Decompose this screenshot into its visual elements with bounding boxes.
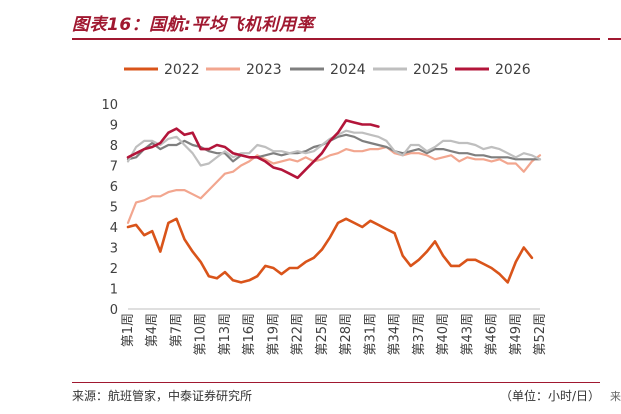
y-tick-label: 1 bbox=[110, 283, 118, 298]
x-tick-label: 第40周 bbox=[436, 313, 451, 356]
title-divider bbox=[72, 38, 600, 40]
x-tick-label: 第10周 bbox=[194, 313, 209, 356]
x-tick-label: 第13周 bbox=[218, 313, 233, 356]
legend-label-2022: 2022 bbox=[164, 62, 200, 78]
x-tick-label: 第49周 bbox=[509, 313, 524, 356]
x-tick-label: 第46周 bbox=[485, 313, 500, 356]
adjacent-divider bbox=[608, 38, 621, 40]
y-tick-label: 10 bbox=[101, 98, 118, 113]
legend-label-2026: 2026 bbox=[495, 62, 531, 78]
y-tick-label: 9 bbox=[110, 119, 118, 134]
adjacent-text: 来 bbox=[610, 390, 621, 403]
x-tick-label: 第37周 bbox=[412, 313, 427, 356]
x-tick-label: 第4周 bbox=[145, 313, 160, 347]
x-tick-label: 第34周 bbox=[388, 313, 403, 356]
y-tick-label: 2 bbox=[110, 262, 118, 277]
chart-footer: 来源：航班管家，中泰证券研究所 （单位：小时/日） bbox=[72, 384, 600, 406]
x-tick-label: 第25周 bbox=[315, 313, 330, 356]
chart-header: 图表16：国航:平均飞机利用率 bbox=[0, 0, 600, 40]
plot-area bbox=[126, 119, 542, 284]
footer-divider bbox=[72, 382, 600, 383]
page-title: 图表16：国航:平均飞机利用率 bbox=[72, 15, 314, 35]
y-tick-label: 5 bbox=[110, 201, 118, 216]
series-line-2026 bbox=[126, 119, 380, 180]
unit-note: （单位：小时/日） bbox=[499, 389, 600, 403]
series-line-2022 bbox=[126, 217, 534, 284]
x-tick-label: 第22周 bbox=[291, 313, 306, 356]
y-tick-label: 0 bbox=[110, 303, 118, 318]
series-line-2024 bbox=[126, 133, 542, 163]
x-tick-label: 第52周 bbox=[533, 313, 548, 356]
x-tick-label: 第43周 bbox=[460, 313, 475, 356]
y-tick-label: 3 bbox=[110, 242, 118, 257]
chart-legend: 2022 2023 2024 2025 2026 bbox=[124, 62, 531, 78]
legend-label-2025: 2025 bbox=[413, 62, 449, 78]
x-tick-label: 第28周 bbox=[339, 313, 354, 356]
x-tick-label: 第19周 bbox=[266, 313, 281, 356]
legend-label-2024: 2024 bbox=[330, 62, 366, 78]
series-line-2023 bbox=[126, 145, 542, 224]
y-tick-label: 6 bbox=[110, 180, 118, 195]
x-tick-label: 第7周 bbox=[169, 313, 184, 347]
x-tick-label: 第16周 bbox=[242, 313, 257, 356]
source-note: 来源：航班管家，中泰证券研究所 bbox=[72, 389, 253, 403]
x-axis: 第1周 第4周 第7周 第10周 第13周 第16周 第19周 第22周 第25周 第28周 第31… bbox=[121, 308, 548, 356]
y-tick-label: 4 bbox=[110, 221, 118, 236]
y-tick-label: 7 bbox=[110, 160, 118, 175]
y-axis: 0 1 2 3 4 5 6 7 8 9 10 bbox=[101, 98, 118, 318]
legend-label-2023: 2023 bbox=[246, 62, 282, 78]
y-tick-label: 8 bbox=[110, 139, 118, 154]
x-tick-label: 第31周 bbox=[363, 313, 378, 356]
x-tick-label: 第1周 bbox=[121, 313, 136, 347]
